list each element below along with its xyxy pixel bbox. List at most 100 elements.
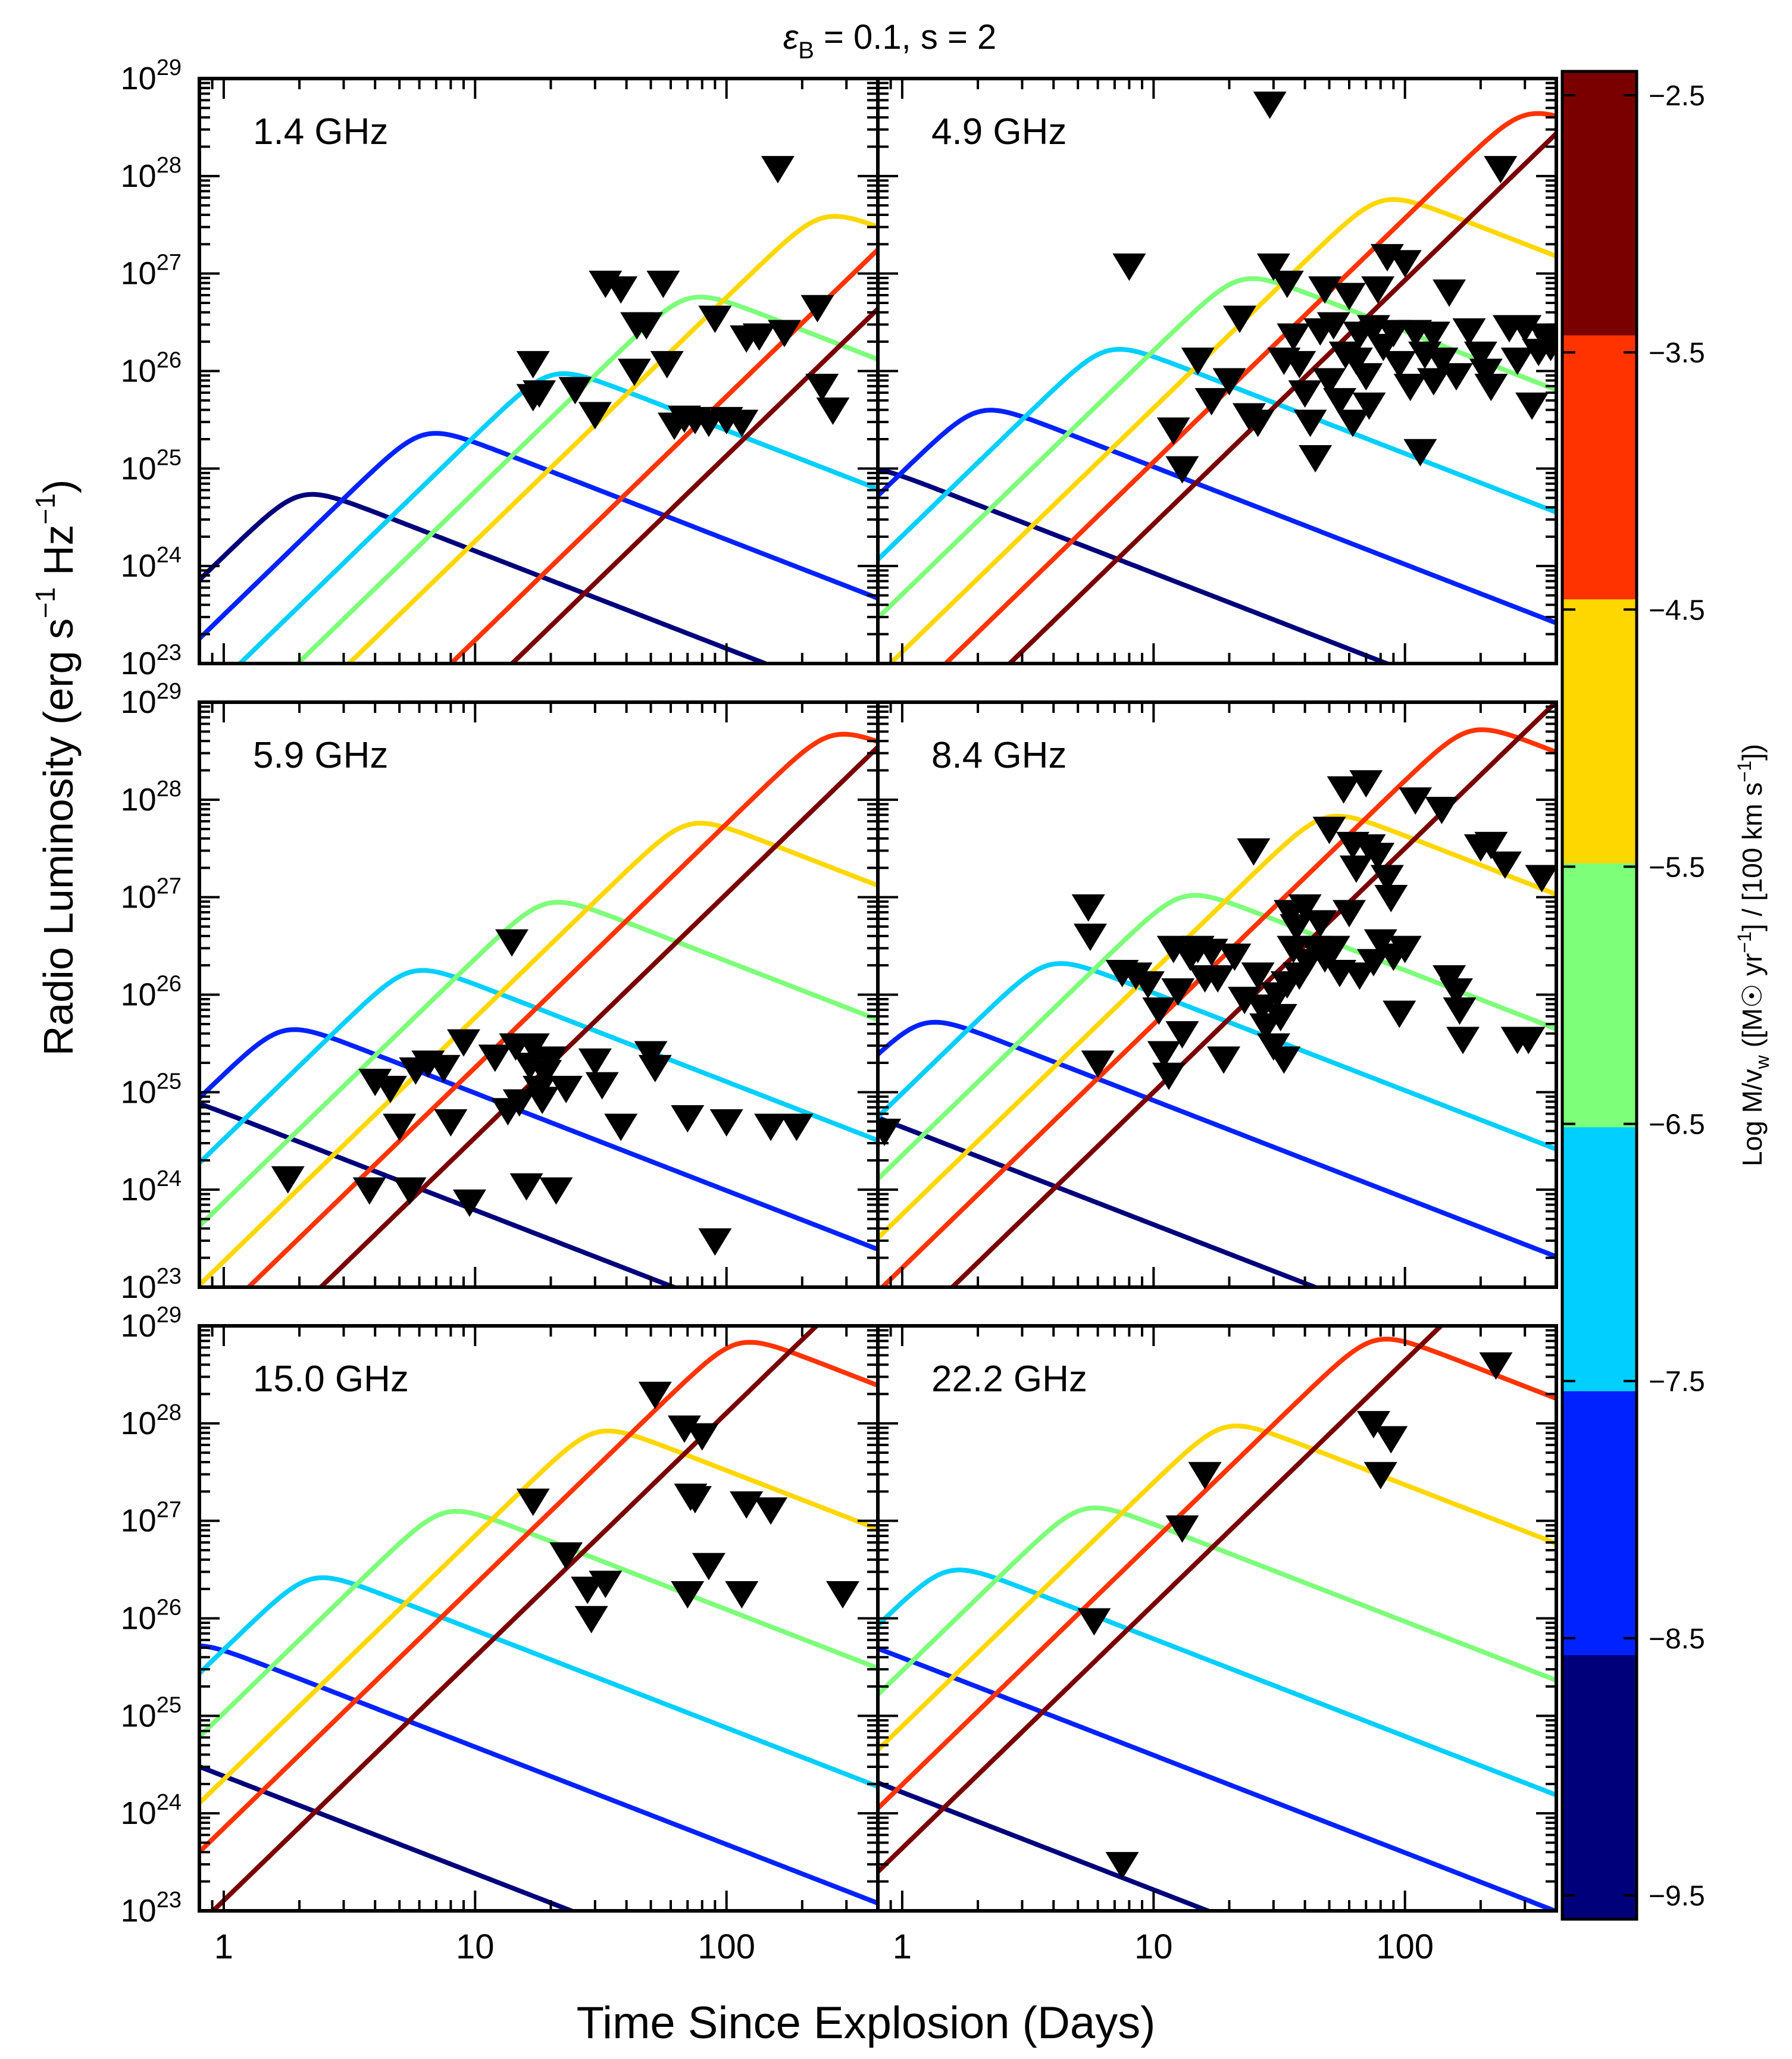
upper-limit-marker — [558, 377, 592, 405]
upper-limit-marker — [1500, 348, 1534, 375]
model-curve-3 — [878, 1567, 1556, 1798]
upper-limit-marker — [1161, 978, 1195, 1006]
model-curve-2 — [199, 1643, 878, 1905]
upper-limit-marker — [523, 380, 556, 408]
upper-limit-marker — [1270, 270, 1304, 298]
upper-limit-marker — [1439, 978, 1473, 1006]
upper-limit-marker — [1361, 276, 1395, 304]
upper-limit-marker — [271, 1166, 305, 1194]
colorbar-band — [1562, 1391, 1637, 1656]
upper-limit-marker — [434, 1109, 468, 1137]
upper-limit-marker — [1479, 1352, 1513, 1380]
model-curve-5 — [878, 1423, 1556, 1752]
upper-limit-marker — [1352, 392, 1386, 420]
upper-limit-marker — [478, 1044, 512, 1072]
colorbar-tick-label: −4.5 — [1649, 594, 1705, 626]
upper-limit-marker — [1383, 1000, 1416, 1028]
upper-limit-marker — [754, 1497, 788, 1525]
colorbar-tick-label: −3.5 — [1649, 337, 1705, 369]
upper-limit-marker — [878, 1118, 902, 1146]
upper-limit-marker — [1156, 417, 1190, 445]
upper-limit-marker — [1299, 445, 1333, 472]
y-tick-label: 1024 — [121, 1166, 182, 1207]
upper-limit-marker — [1241, 962, 1275, 990]
upper-limit-marker — [1288, 380, 1322, 408]
upper-limit-marker — [709, 1109, 743, 1137]
model-curve-3 — [199, 1575, 878, 1789]
upper-limit-marker — [1222, 305, 1256, 333]
upper-limit-marker — [1245, 994, 1279, 1022]
model-curve-5 — [199, 821, 878, 1287]
upper-limit-marker — [1332, 283, 1366, 311]
upper-limit-marker — [1425, 797, 1459, 825]
x-tick-label: 100 — [1376, 1927, 1434, 1966]
upper-limit-marker — [1131, 971, 1165, 999]
panel-6: 1 10 100 22.2 GHz — [876, 1324, 1558, 1966]
upper-limit-marker — [1515, 392, 1549, 420]
colorbar: −2.5 −3.5 −4.5 −5.5 −6.5 −7.5 −8.5 −9.5 — [1560, 70, 1705, 1921]
upper-limit-marker — [585, 1072, 619, 1100]
upper-limit-marker — [1241, 409, 1275, 437]
colorbar-tick-label: −6.5 — [1649, 1109, 1705, 1141]
y-tick-label: 1027 — [121, 1498, 182, 1539]
upper-limit-marker — [634, 1041, 668, 1069]
upper-limit-marker — [352, 1177, 386, 1205]
upper-limit-marker — [1336, 409, 1370, 437]
model-curve-6 — [199, 1340, 878, 1854]
y-tick-label: 1026 — [121, 1595, 182, 1636]
upper-limit-marker — [495, 929, 529, 957]
model-curve-7 — [1006, 132, 1556, 664]
upper-limit-markers — [271, 929, 814, 1256]
model-curve-5 — [878, 813, 1556, 1240]
upper-limit-marker — [754, 1113, 788, 1141]
panel-5: 1023 1024 1025 1026 1027 1028 1029 1 10 100 15.0 G… — [121, 1303, 880, 1966]
colorbar-band — [1562, 335, 1637, 600]
upper-limit-marker — [761, 156, 795, 184]
upper-limit-marker — [1403, 439, 1437, 467]
model-curve-6 — [448, 248, 878, 664]
colorbar-tick-label: −5.5 — [1649, 852, 1705, 883]
upper-limit-marker — [1293, 409, 1327, 437]
y-axis-label: Radio Luminosity (erg s−1 Hz−1) — [30, 480, 82, 1056]
y-tick-label: 1026 — [121, 348, 182, 389]
upper-limit-marker — [671, 1105, 705, 1133]
y-tick-label: 1023 — [121, 640, 182, 681]
colorbar-band — [1562, 1655, 1637, 1920]
upper-limit-marker — [1218, 943, 1252, 971]
upper-limit-markers — [516, 156, 850, 440]
upper-limit-marker — [1081, 1050, 1115, 1078]
y-tick-label: 1023 — [121, 1888, 182, 1929]
colorbar-tick-label: −9.5 — [1649, 1880, 1705, 1912]
upper-limit-marker — [1142, 997, 1176, 1025]
upper-limit-marker — [1370, 865, 1404, 893]
upper-limit-marker — [1469, 358, 1503, 386]
upper-limit-marker — [1152, 1062, 1186, 1090]
upper-limit-marker — [1207, 1046, 1241, 1074]
upper-limit-marker — [549, 1542, 583, 1570]
upper-limit-marker — [1356, 1411, 1390, 1439]
upper-limit-marker — [1327, 776, 1361, 804]
upper-limit-marker — [1188, 1462, 1222, 1490]
upper-limit-marker — [1374, 1426, 1408, 1454]
upper-limit-marker — [1228, 987, 1262, 1015]
upper-limit-marker — [358, 1068, 392, 1096]
upper-limit-marker — [1181, 348, 1215, 375]
x-tick-label: 1 — [214, 1927, 233, 1966]
model-curve-6 — [878, 727, 1556, 1287]
y-tick-label: 1029 — [121, 679, 182, 720]
model-curve-3 — [878, 347, 1556, 562]
upper-limit-marker — [1388, 935, 1422, 963]
upper-limit-marker — [1339, 348, 1373, 375]
upper-limit-marker — [1112, 253, 1146, 281]
upper-limit-marker — [1267, 1046, 1301, 1074]
colorbar-band — [1562, 71, 1637, 336]
model-curves — [878, 1326, 1556, 1911]
figure-title: εB = 0.1, s = 2 — [783, 18, 997, 64]
upper-limit-marker — [1339, 855, 1373, 883]
panel-1: 1023 1024 1025 1026 1027 1028 1029 1.4 GHz — [121, 55, 880, 681]
model-curve-3 — [878, 961, 1556, 1151]
upper-limit-marker — [1165, 456, 1199, 484]
upper-limit-marker — [1201, 965, 1235, 993]
model-curve-4 — [878, 1505, 1556, 1697]
colorbar-tick-label: −2.5 — [1649, 80, 1705, 112]
